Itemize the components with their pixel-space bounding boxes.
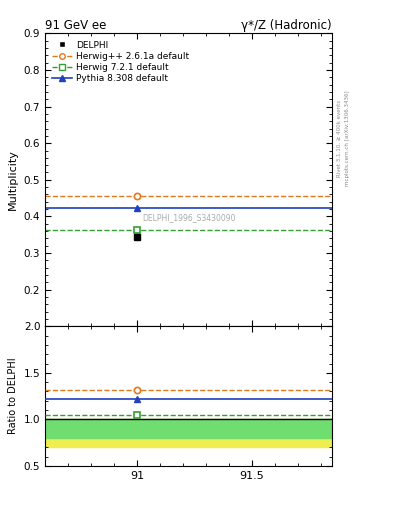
Text: Rivet 3.1.10, ≥ 400k events: Rivet 3.1.10, ≥ 400k events (337, 100, 342, 177)
Y-axis label: Ratio to DELPHI: Ratio to DELPHI (8, 358, 18, 435)
Text: mcplots.cern.ch [arXiv:1306.3436]: mcplots.cern.ch [arXiv:1306.3436] (345, 91, 350, 186)
Text: 91 GeV ee: 91 GeV ee (45, 19, 107, 32)
Bar (45, 419, 332, 447)
Legend: DELPHI, Herwig++ 2.6.1a default, Herwig 7.2.1 default, Pythia 8.308 default: DELPHI, Herwig++ 2.6.1a default, Herwig … (50, 38, 192, 86)
Text: γ*/Z (Hadronic): γ*/Z (Hadronic) (241, 19, 332, 32)
Text: DELPHI_1996_S3430090: DELPHI_1996_S3430090 (142, 214, 235, 222)
Y-axis label: Multiplicity: Multiplicity (8, 150, 18, 210)
Bar (45, 419, 332, 438)
